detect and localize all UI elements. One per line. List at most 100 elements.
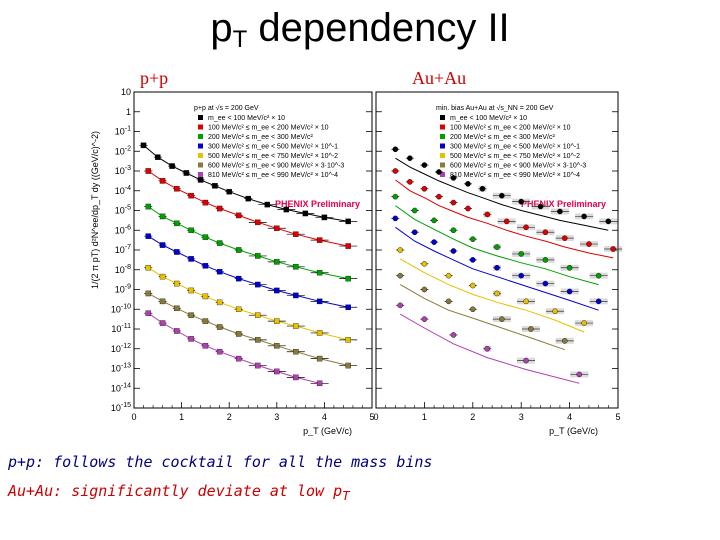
- note-pp: p+p: follows the cocktail for all the ma…: [8, 453, 433, 471]
- data-point: [255, 312, 261, 318]
- data-point: [159, 320, 166, 326]
- legend-entry: 100 MeV/c² ≤ m_ee < 200 MeV/c² × 10: [208, 125, 329, 132]
- data-point: [145, 265, 152, 271]
- slide-title-subscript: T: [232, 26, 248, 53]
- legend-header: p+p at √s = 200 GeV: [194, 104, 259, 112]
- data-point: [321, 214, 328, 221]
- data-point: [226, 188, 232, 195]
- data-point: [212, 183, 218, 189]
- y-tick-label: 10-10: [111, 303, 131, 314]
- data-point: [274, 368, 280, 375]
- data-point: [202, 263, 209, 269]
- legend-marker: [198, 153, 203, 158]
- y-tick-label: 10-4: [115, 185, 131, 196]
- y-tick-label: 10-14: [111, 382, 131, 393]
- x-tick-label: 2: [470, 412, 475, 422]
- data-point: [274, 259, 280, 265]
- y-tick-label: 10-12: [111, 343, 131, 354]
- data-point: [566, 288, 573, 295]
- data-point: [436, 193, 442, 200]
- data-point: [407, 155, 413, 161]
- data-point: [274, 343, 280, 349]
- legend-marker: [198, 162, 203, 168]
- data-point: [145, 168, 152, 174]
- cocktail-curve: [395, 226, 599, 311]
- legend-entry: 600 MeV/c² ≤ m_ee < 900 MeV/c² × 3·10^-3: [208, 163, 344, 170]
- data-point: [264, 201, 271, 208]
- data-point: [397, 247, 404, 253]
- data-point: [255, 253, 261, 259]
- data-point: [397, 302, 404, 309]
- legend-marker: [440, 172, 445, 177]
- data-point: [235, 212, 242, 219]
- y-tick-label: 10-3: [115, 165, 131, 176]
- legend-entry: 500 MeV/c² ≤ m_ee < 750 MeV/c² × 10^-2: [450, 153, 580, 160]
- data-point: [216, 240, 223, 246]
- legend-marker: [440, 134, 445, 139]
- note-auau: Au+Au: significantly deviate at low pT: [8, 477, 432, 510]
- data-point: [345, 275, 351, 282]
- slide-title-main: p: [210, 6, 233, 50]
- pp-panel: 10110-110-210-310-410-510-610-710-810-91…: [90, 87, 375, 436]
- data-point: [421, 316, 428, 322]
- x-tick-label: 5: [369, 412, 374, 422]
- data-point: [293, 348, 299, 355]
- data-point: [174, 186, 180, 192]
- y-tick-label: 10-15: [111, 402, 131, 413]
- x-tick-label: 0: [373, 412, 378, 422]
- legend-marker: [198, 143, 203, 149]
- data-point: [316, 237, 323, 243]
- data-point: [202, 343, 209, 349]
- data-point: [518, 272, 525, 279]
- data-point: [392, 215, 399, 222]
- data-point: [345, 243, 351, 249]
- legend-entry: 500 MeV/c² ≤ m_ee < 750 MeV/c² × 10^-2: [208, 153, 338, 160]
- data-point: [595, 298, 602, 305]
- cocktail-curve: [399, 258, 585, 333]
- data-point: [235, 275, 242, 282]
- data-point: [293, 323, 299, 329]
- y-tick-label: 10-2: [115, 145, 131, 156]
- data-point: [523, 357, 529, 364]
- data-point: [283, 206, 290, 213]
- data-point: [159, 178, 166, 184]
- data-point: [392, 168, 399, 174]
- legend-marker: [198, 172, 203, 177]
- data-point: [174, 280, 180, 287]
- data-point: [411, 229, 418, 236]
- data-point: [576, 371, 583, 378]
- data-point: [197, 177, 204, 183]
- x-tick-label: 3: [519, 412, 524, 422]
- x-axis-title: p_T (GeV/c): [303, 426, 352, 436]
- panel-label-auau: Au+Au: [412, 68, 467, 88]
- data-point: [421, 286, 428, 293]
- data-point: [523, 224, 529, 231]
- data-point: [293, 292, 299, 299]
- data-point: [542, 229, 549, 236]
- data-point: [581, 320, 587, 326]
- data-point: [255, 281, 261, 288]
- data-point: [479, 185, 486, 192]
- data-point: [537, 203, 544, 210]
- data-point: [392, 146, 399, 153]
- legend-entry: 200 MeV/c² ≤ m_ee < 300 MeV/c²: [450, 134, 555, 141]
- data-point: [450, 332, 457, 338]
- slide-title-rest: dependency II: [247, 6, 510, 50]
- legend-entry: 300 MeV/c² ≤ m_ee < 500 MeV/c² × 10^-1: [208, 144, 338, 151]
- data-point: [345, 362, 351, 369]
- cocktail-curve: [399, 313, 580, 384]
- legend-entry: 300 MeV/c² ≤ m_ee < 500 MeV/c² × 10^-1: [450, 144, 580, 151]
- x-tick-label: 4: [322, 412, 327, 422]
- data-point: [174, 220, 180, 227]
- data-point: [188, 312, 194, 318]
- data-point: [518, 198, 525, 205]
- data-point: [345, 337, 351, 343]
- data-point: [235, 247, 242, 253]
- data-point: [469, 236, 476, 242]
- panel-label-pp: p+p: [140, 68, 169, 88]
- data-point: [159, 298, 166, 305]
- x-tick-label: 4: [567, 412, 572, 422]
- data-point: [503, 218, 510, 225]
- data-point: [216, 205, 223, 212]
- data-point: [581, 213, 587, 220]
